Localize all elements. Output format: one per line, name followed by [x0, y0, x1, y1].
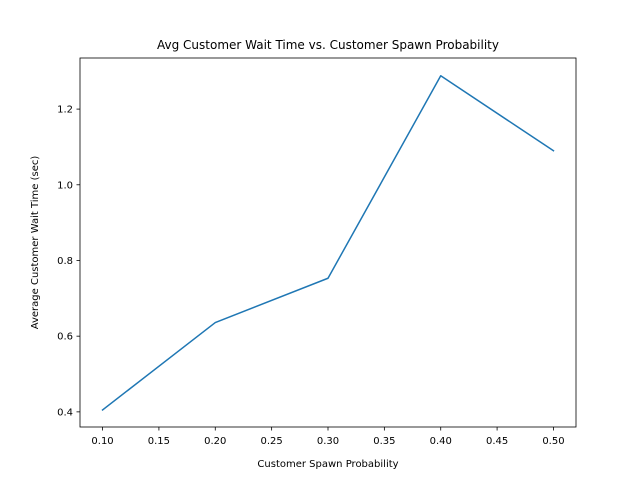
- plot-area: [101, 75, 555, 412]
- x-tick-label: 0.35: [373, 436, 395, 447]
- x-tick-label: 0.30: [317, 436, 339, 447]
- x-tick-label: 0.45: [486, 436, 508, 447]
- y-axis-label: Average Customer Wait Time (sec): [30, 156, 41, 330]
- y-tick-label: 0.8: [57, 256, 73, 267]
- x-tick-label: 0.15: [148, 436, 170, 447]
- y-tick-label: 1.0: [57, 180, 73, 191]
- x-tick-label: 0.25: [261, 436, 283, 447]
- x-tick-label: 0.10: [91, 436, 113, 447]
- x-tick-label: 0.20: [204, 436, 226, 447]
- x-tick-label: 0.50: [542, 436, 564, 447]
- chart-title: Avg Customer Wait Time vs. Customer Spaw…: [157, 38, 499, 52]
- y-tick-label: 1.2: [57, 105, 73, 116]
- x-axis-label: Customer Spawn Probability: [257, 459, 398, 470]
- y-tick-label: 0.4: [57, 407, 73, 418]
- y-tick-label: 0.6: [57, 332, 73, 343]
- series-line: [101, 75, 555, 412]
- x-axis-ticks: 0.10 0.15 0.20 0.25 0.30 0.35 0.40 0.45 0.50: [91, 427, 565, 447]
- axes-frame: [79, 57, 577, 428]
- y-axis-ticks: 0.4 0.6 0.8 1.0 1.2: [57, 105, 80, 418]
- x-tick-label: 0.40: [430, 436, 452, 447]
